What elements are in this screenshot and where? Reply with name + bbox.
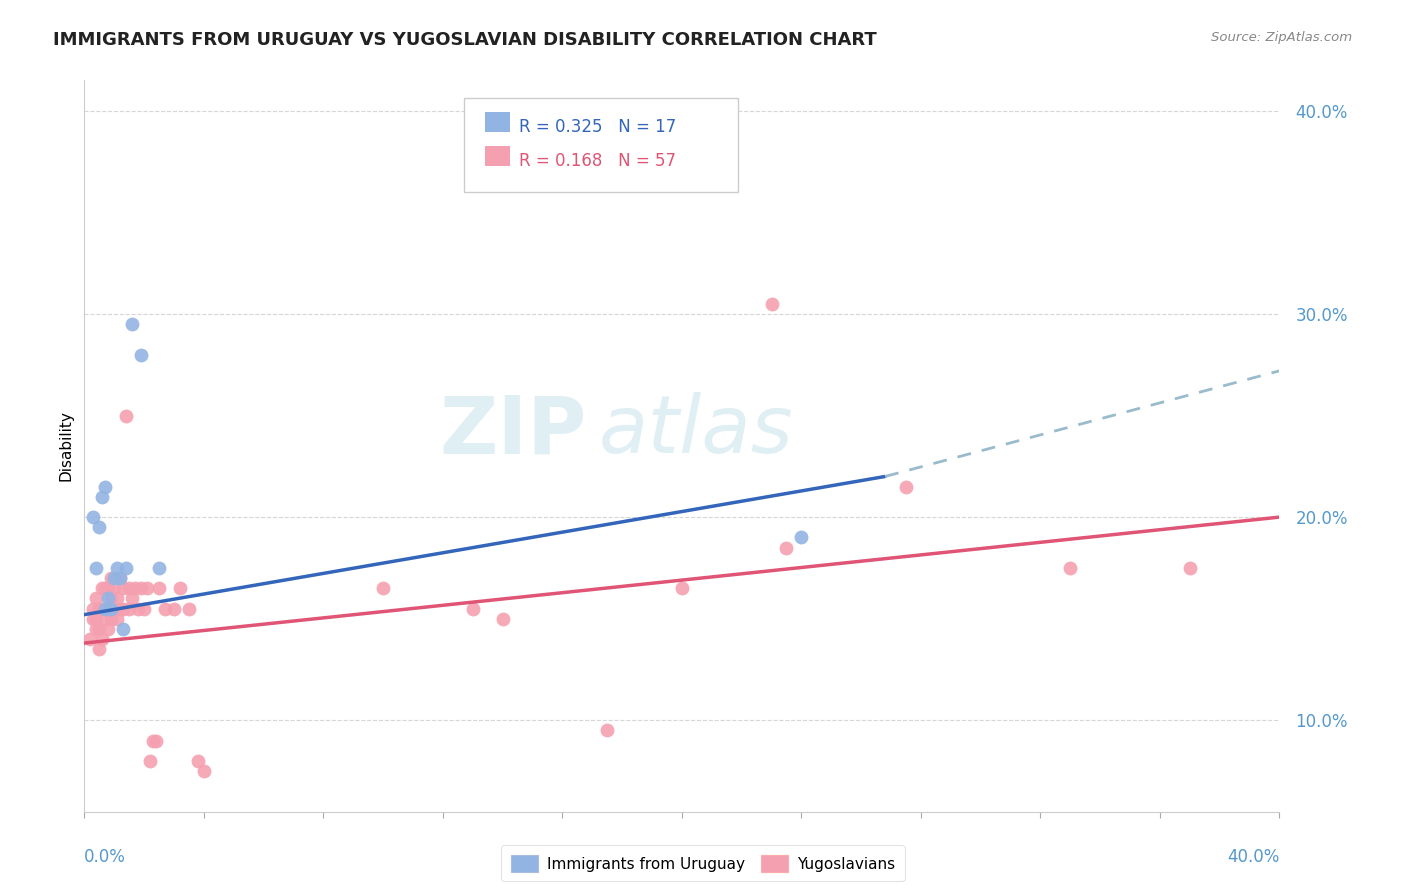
Point — [94, 612, 117, 626]
Point — [94, 480, 117, 494]
Point — [105, 561, 128, 575]
Point — [118, 581, 141, 595]
Point — [596, 723, 619, 738]
Text: R = 0.168   N = 57: R = 0.168 N = 57 — [519, 152, 676, 169]
Point — [89, 520, 111, 534]
Point — [169, 581, 191, 595]
Text: IMMIGRANTS FROM URUGUAY VS YUGOSLAVIAN DISABILITY CORRELATION CHART: IMMIGRANTS FROM URUGUAY VS YUGOSLAVIAN D… — [53, 31, 877, 49]
Text: Source: ZipAtlas.com: Source: ZipAtlas.com — [1212, 31, 1353, 45]
Point — [145, 733, 167, 747]
Point — [89, 622, 111, 636]
Point — [148, 581, 170, 595]
Point — [671, 581, 693, 595]
Text: 0.0%: 0.0% — [84, 848, 127, 866]
Point — [112, 622, 135, 636]
Point — [121, 317, 143, 331]
Text: R = 0.325   N = 17: R = 0.325 N = 17 — [519, 118, 676, 136]
Point — [118, 601, 141, 615]
Point — [94, 601, 117, 615]
Point — [91, 632, 114, 646]
Point — [100, 591, 122, 606]
Point — [105, 591, 128, 606]
Point — [82, 601, 104, 615]
Point — [82, 510, 104, 524]
Point — [153, 601, 176, 615]
Point — [110, 601, 132, 615]
Point — [1059, 561, 1081, 575]
Point — [110, 571, 132, 585]
Point — [1178, 561, 1201, 575]
Point — [91, 490, 114, 504]
Point — [139, 754, 162, 768]
Point — [89, 601, 111, 615]
Point — [97, 601, 120, 615]
Point — [121, 591, 143, 606]
Point — [373, 581, 395, 595]
Legend: Immigrants from Uruguay, Yugoslavians: Immigrants from Uruguay, Yugoslavians — [502, 846, 904, 881]
Text: 40.0%: 40.0% — [1227, 848, 1279, 866]
Point — [115, 409, 138, 423]
Point — [163, 601, 186, 615]
Point — [132, 601, 156, 615]
Point — [100, 612, 122, 626]
Point — [761, 297, 783, 311]
Point — [790, 530, 813, 544]
Point — [97, 622, 120, 636]
Point — [97, 591, 120, 606]
Text: ZIP: ZIP — [439, 392, 586, 470]
Point — [91, 581, 114, 595]
Point — [142, 733, 165, 747]
Point — [112, 601, 135, 615]
Point — [461, 601, 484, 615]
Text: atlas: atlas — [599, 392, 793, 470]
Point — [103, 571, 125, 585]
Point — [103, 601, 125, 615]
Point — [187, 754, 209, 768]
Point — [112, 581, 135, 595]
Point — [492, 612, 515, 626]
Point — [86, 591, 108, 606]
Point — [124, 581, 146, 595]
Point — [100, 571, 122, 585]
Point — [127, 601, 149, 615]
Point — [86, 622, 108, 636]
Point — [105, 612, 128, 626]
Point — [115, 561, 138, 575]
Point — [100, 601, 122, 615]
Point — [110, 571, 132, 585]
Point — [86, 612, 108, 626]
Point — [97, 581, 120, 595]
Point — [103, 581, 125, 595]
Point — [82, 612, 104, 626]
Point — [91, 601, 114, 615]
Point — [89, 642, 111, 657]
Point — [79, 632, 101, 646]
Y-axis label: Disability: Disability — [58, 410, 73, 482]
Point — [86, 561, 108, 575]
Point — [148, 561, 170, 575]
Point — [775, 541, 797, 555]
Point — [894, 480, 917, 494]
Point — [129, 581, 152, 595]
Point — [193, 764, 215, 778]
Point — [94, 581, 117, 595]
Point — [136, 581, 159, 595]
Point — [129, 347, 152, 362]
Point — [177, 601, 200, 615]
